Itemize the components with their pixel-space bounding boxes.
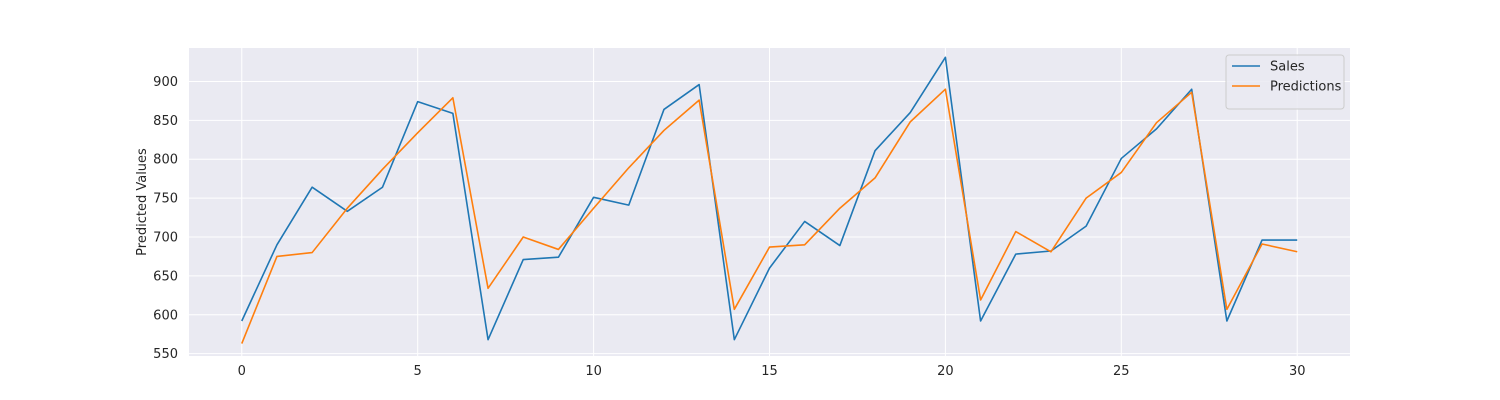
x-tick-label: 0 [238,364,246,379]
legend-label: Predictions [1270,80,1342,95]
y-tick-label: 750 [153,192,178,207]
x-tick-label: 30 [1289,364,1306,379]
y-tick-label: 900 [153,75,178,90]
y-axis-label: Predicted Values [135,148,150,256]
y-tick-label: 700 [153,231,178,246]
y-tick-label: 850 [153,114,178,129]
grid [189,48,1350,356]
series-line-predictions [241,88,1298,344]
y-tick-label: 800 [153,153,178,168]
y-axis-ticks: 550 600 650 700 750 800 850 900 [153,75,178,362]
y-tick-label: 550 [153,347,178,362]
x-tick-label: 25 [1113,364,1130,379]
legend: Sales Predictions [1225,54,1345,110]
x-tick-label: 15 [761,364,778,379]
legend-frame [1225,54,1345,110]
x-tick-label: 10 [585,364,602,379]
series-line-sales [241,56,1298,341]
series-lines [241,56,1298,344]
x-tick-label: 5 [414,364,422,379]
x-axis-ticks: 0 5 10 15 20 25 30 [238,364,1306,379]
y-tick-label: 600 [153,308,178,323]
legend-label: Sales [1270,60,1305,75]
x-tick-label: 20 [937,364,954,379]
y-tick-label: 650 [153,269,178,284]
